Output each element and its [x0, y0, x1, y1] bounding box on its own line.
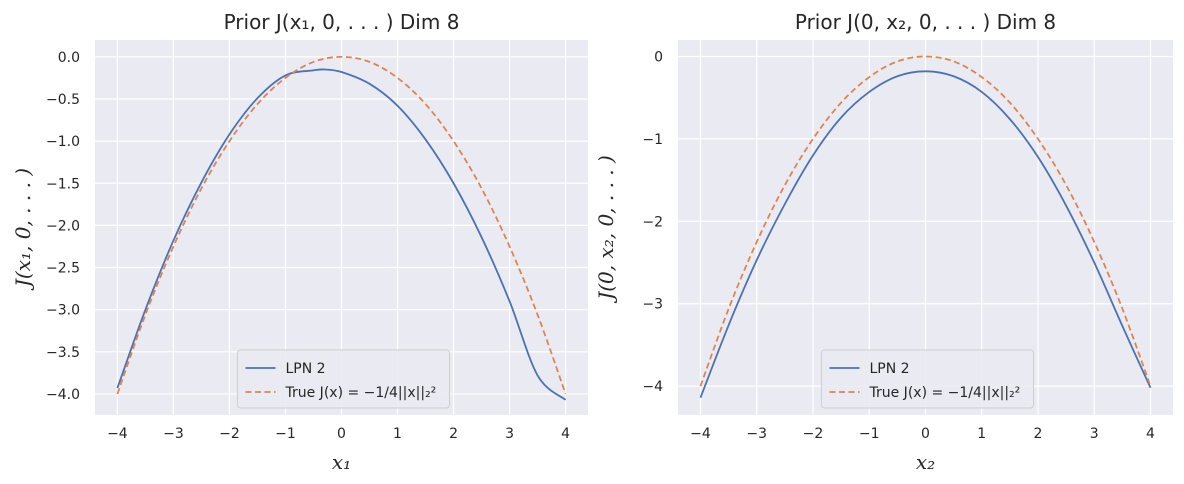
- x-tick-label: −4: [690, 426, 711, 442]
- x-tick-label: 1: [977, 426, 986, 442]
- legend-box: [237, 349, 450, 409]
- y-axis-label: J(x₁, 0, . . . ): [11, 168, 35, 291]
- x-axis-label: x₂: [916, 450, 935, 474]
- y-tick-label: 0.0: [58, 50, 80, 66]
- true-series-line: [699, 55, 1152, 387]
- x-tick-label: 0: [921, 426, 930, 442]
- x-tick-label: 3: [1090, 426, 1099, 442]
- y-tick-label: −0.5: [46, 92, 80, 108]
- chart-title: Prior J(x₁, 0, . . . ) Dim 8: [224, 10, 460, 34]
- chart-panel-2: −4 −3 −2 −1 0 1 2 3 4 0 −1 −2 −3 −4 Prior J(0, x₂, 0, …: [594, 10, 1173, 474]
- x-tick-label: −4: [107, 426, 128, 442]
- y-tick-label: −2.0: [46, 218, 80, 234]
- x-tick-label: −1: [859, 426, 880, 442]
- y-axis-label: J(0, x₂, 0, . . . ): [594, 155, 618, 304]
- y-tick-label: −2: [642, 214, 663, 230]
- legend-label: True J(x) = −1/4||x||₂²: [285, 385, 437, 401]
- x-tick-label: −2: [803, 426, 824, 442]
- chart-panel-1: −4 −3 −2 −1 0 1 2 3 4 0.0 −0.5 −1.0 −1.5 −2.0 −2.5 −3.0…: [11, 10, 588, 474]
- y-tick-label: −1.0: [46, 134, 80, 150]
- x-tick-label: −3: [746, 426, 767, 442]
- y-tick-label: −4.0: [46, 387, 80, 403]
- y-tick-label: −3.0: [46, 303, 80, 319]
- y-tick-label: −3.5: [46, 345, 80, 361]
- x-tick-label: −2: [219, 426, 240, 442]
- chart-title: Prior J(0, x₂, 0, . . . ) Dim 8: [795, 10, 1056, 34]
- y-tick-label: 0: [654, 49, 663, 65]
- x-axis-label: x₁: [332, 450, 351, 474]
- y-tick-label: −2.5: [46, 261, 80, 277]
- y-tick-label: −4: [642, 379, 663, 395]
- y-tick-label: −3: [642, 297, 663, 313]
- x-tick-label: 2: [449, 426, 458, 442]
- x-tick-label: 1: [393, 426, 402, 442]
- y-tick-label: −1: [642, 132, 663, 148]
- lpn-series-line: [116, 68, 567, 401]
- x-tick-label: 2: [1034, 426, 1043, 442]
- legend-label: True J(x) = −1/4||x||₂²: [869, 385, 1021, 401]
- x-tick-label: 3: [505, 426, 514, 442]
- x-tick-label: 0: [337, 426, 346, 442]
- lpn-series-line: [699, 70, 1152, 399]
- legend-box: [821, 349, 1034, 409]
- y-tick-label: −1.5: [46, 176, 80, 192]
- x-tick-label: −3: [163, 426, 184, 442]
- x-tick-label: −1: [275, 426, 296, 442]
- x-tick-label: 4: [561, 426, 570, 442]
- legend: LPN 2 True J(x) = −1/4||x||₂²: [237, 349, 450, 409]
- legend-label: LPN 2: [286, 361, 326, 377]
- x-tick-label: 4: [1146, 426, 1155, 442]
- legend: LPN 2 True J(x) = −1/4||x||₂²: [821, 349, 1034, 409]
- legend-label: LPN 2: [870, 361, 910, 377]
- true-series-line: [116, 55, 567, 395]
